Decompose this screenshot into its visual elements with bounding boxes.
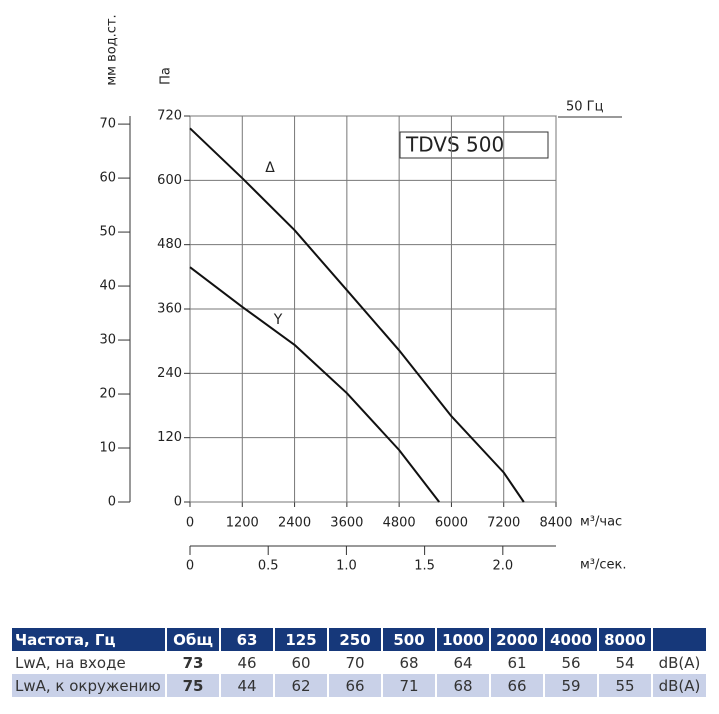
table-cell: 62 — [274, 674, 329, 697]
x-tick-label: 8400 — [539, 516, 572, 531]
x-tick-label: 6000 — [435, 516, 468, 531]
table-cell: 2000 — [490, 628, 545, 651]
x-tick-label: 3600 — [330, 516, 363, 531]
x2-tick-label: 0 — [186, 559, 194, 574]
y2-tick-label: 70 — [99, 117, 116, 132]
x-tick-label: 2400 — [278, 516, 311, 531]
table-cell: dB(A) — [652, 674, 708, 697]
table-cell: 64 — [436, 651, 491, 674]
table-cell: 60 — [274, 651, 329, 674]
table-cell: 8000 — [598, 628, 653, 651]
table-cell: 500 — [382, 628, 437, 651]
y2-tick-label: 60 — [99, 171, 116, 186]
y2-tick-label: 30 — [99, 333, 116, 348]
table-cell: 54 — [598, 651, 653, 674]
table-cell: LwA, к окружению — [12, 674, 167, 697]
x2-tick-label: 2.0 — [492, 559, 513, 574]
table-row: LwA, на входе 73 46 60 70 68 64 61 56 54 dB(A) — [12, 651, 708, 674]
y2-axis-label: мм вод.ст. — [105, 14, 120, 85]
table-cell: 73 — [166, 651, 221, 674]
y-tick-label: 240 — [157, 366, 182, 381]
x-tick-label: 0 — [186, 516, 194, 531]
y-tick-label: 360 — [157, 302, 182, 317]
y-tick-label: 0 — [174, 495, 182, 510]
y2-tick-label: 40 — [99, 279, 116, 294]
table-cell: 71 — [382, 674, 437, 697]
x-axis-label: м³/час — [580, 515, 622, 530]
table-cell: 250 — [328, 628, 383, 651]
table-cell: 46 — [220, 651, 275, 674]
x-tick-label: 1200 — [226, 516, 259, 531]
x2-tick-label: 1.0 — [336, 559, 357, 574]
x-tick-label: 4800 — [383, 516, 416, 531]
y2-tick-label: 20 — [99, 387, 116, 402]
table-cell: 56 — [544, 651, 599, 674]
y-tick-label: 120 — [157, 430, 182, 445]
title-box — [399, 131, 549, 159]
table-cell: 70 — [328, 651, 383, 674]
table-cell — [652, 628, 708, 651]
y2-tick-label: 0 — [108, 495, 116, 510]
table-cell: Общ — [166, 628, 221, 651]
y2-tick-label: 10 — [99, 441, 116, 456]
curve — [189, 127, 525, 503]
table-cell: 44 — [220, 674, 275, 697]
x2-tick-label: 1.5 — [414, 559, 435, 574]
y-axis-label: Па — [159, 67, 174, 85]
curve-label: Y — [273, 312, 283, 328]
table-body: Частота, Гц Общ 63 125 250 500 1000 2000 4000 800… — [12, 628, 708, 697]
table-cell: Частота, Гц — [12, 628, 167, 651]
curve — [189, 266, 440, 503]
table-cell: 66 — [490, 674, 545, 697]
x-tick-label: 7200 — [487, 516, 520, 531]
table-cell: 125 — [274, 628, 329, 651]
y-tick-label: 720 — [157, 109, 182, 124]
y2-tick-label: 50 — [99, 225, 116, 240]
table-row: Частота, Гц Общ 63 125 250 500 1000 2000 4000 800… — [12, 628, 708, 651]
table-cell: 66 — [328, 674, 383, 697]
chart: TDVS 500 50 Гц Па мм вод.ст. м³/час м³/с… — [99, 14, 627, 574]
table-cell: 59 — [544, 674, 599, 697]
table-cell: 1000 — [436, 628, 491, 651]
table-cell: 55 — [598, 674, 653, 697]
y-tick-label: 600 — [157, 173, 182, 188]
table-cell: 61 — [490, 651, 545, 674]
sound-table: Частота, Гц Общ 63 125 250 500 1000 2000 4000 800… — [12, 628, 708, 697]
table-cell: 4000 — [544, 628, 599, 651]
table-cell: 75 — [166, 674, 221, 697]
curve-label: Δ — [265, 160, 275, 176]
table-cell: LwA, на входе — [12, 651, 167, 674]
table-cell: 63 — [220, 628, 275, 651]
x2-axis-label: м³/сек. — [580, 558, 627, 573]
chart-title: TDVS 500 — [405, 133, 504, 157]
table-cell: 68 — [382, 651, 437, 674]
y-tick-label: 480 — [157, 237, 182, 252]
frequency-label: 50 Гц — [566, 100, 604, 115]
x2-tick-label: 0.5 — [258, 559, 279, 574]
table-cell: 68 — [436, 674, 491, 697]
table-cell: dB(A) — [652, 651, 708, 674]
table-row: LwA, к окружению 75 44 62 66 71 68 66 59 55 dB(A) — [12, 674, 708, 697]
